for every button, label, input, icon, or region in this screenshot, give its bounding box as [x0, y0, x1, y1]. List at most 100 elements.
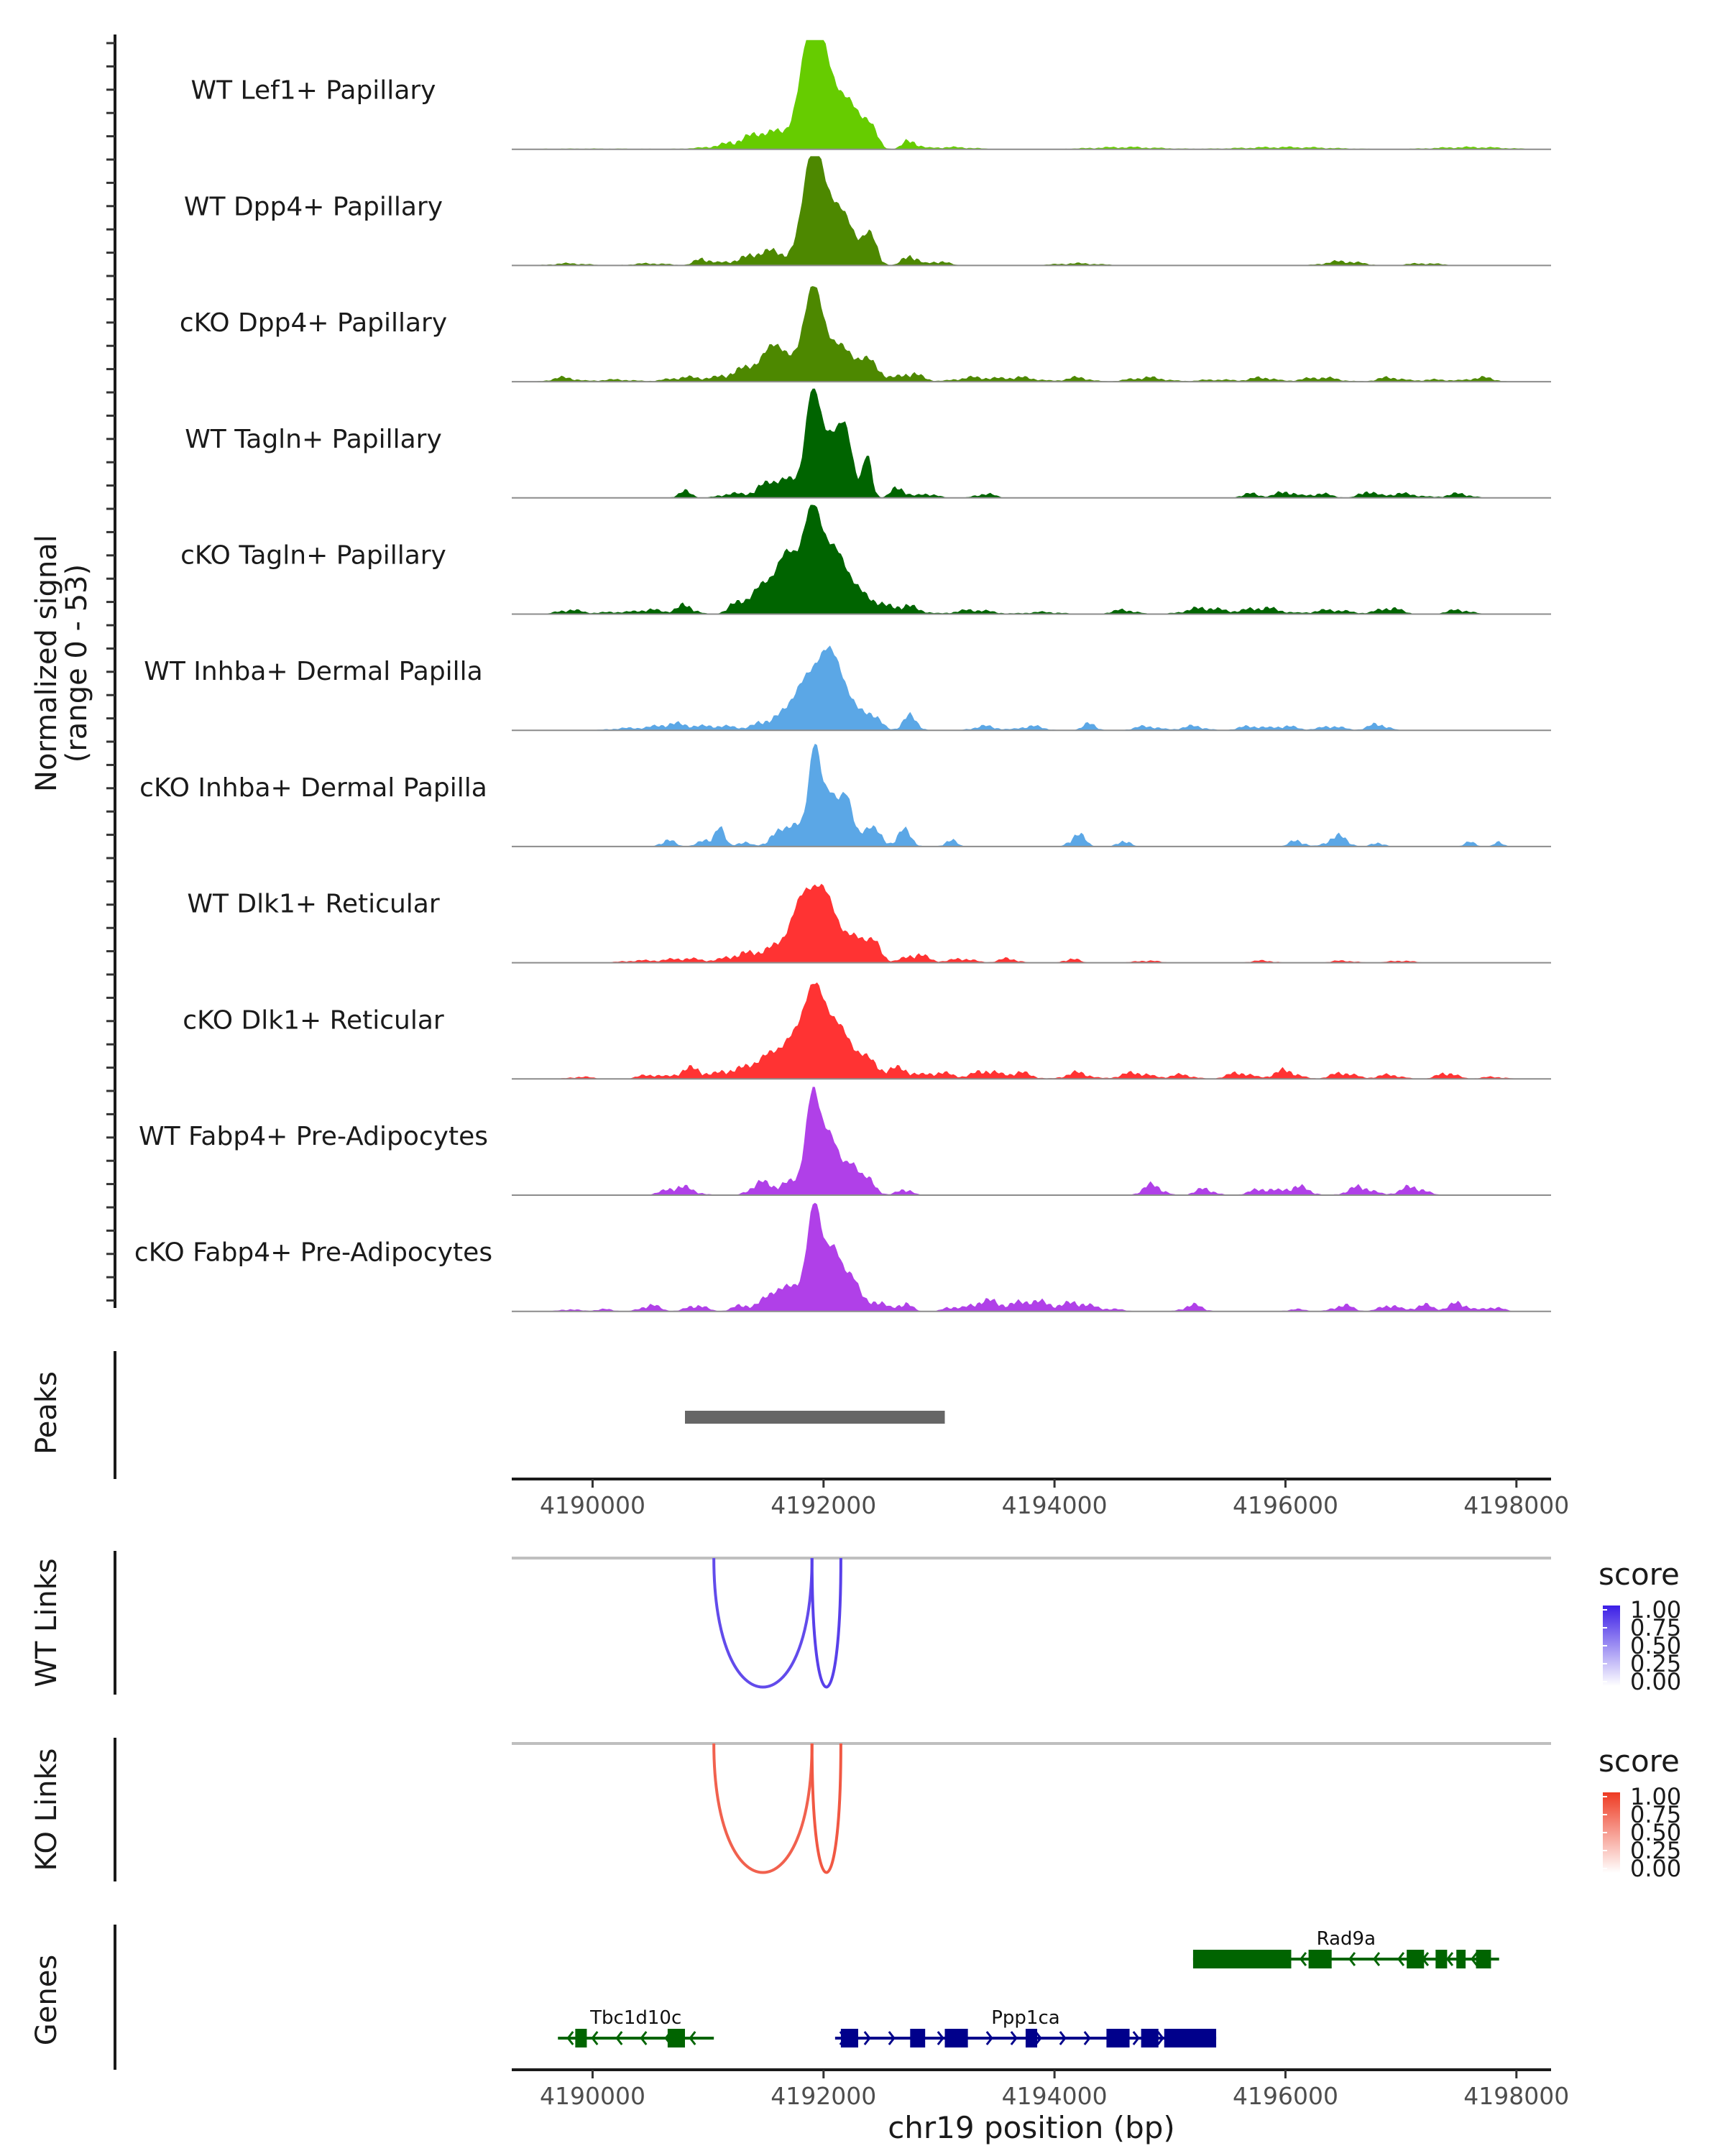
- strand-arrow: [888, 2031, 896, 2045]
- gene-exon: [667, 2029, 685, 2047]
- ko-legend-ticks: 1.000.750.500.250.00: [1603, 1783, 1681, 1882]
- strand-arrow: [591, 2031, 599, 2045]
- legend-tick-label: 0.25: [1630, 1837, 1681, 1864]
- strand-arrow: [689, 2031, 696, 2045]
- strand-arrow: [566, 2031, 574, 2045]
- gene-exon: [575, 2029, 587, 2047]
- gene-exon: [1141, 2029, 1159, 2047]
- track-label: WT Dpp4+ Papillary: [184, 192, 443, 221]
- strand-arrow: [1446, 1952, 1454, 1966]
- gene-name: Rad9a: [1317, 1928, 1376, 1950]
- legend-tick-label: 0.50: [1630, 1632, 1681, 1659]
- x-tick-label: 4192000: [770, 1491, 876, 1519]
- coverage-track: WT Tagln+ Papillary: [185, 388, 1551, 499]
- legend-tick-label: 1.00: [1630, 1596, 1681, 1623]
- x-tick-label: 4196000: [1233, 1491, 1338, 1519]
- strand-arrow: [1034, 2031, 1042, 2045]
- strand-arrow: [1010, 2031, 1018, 2045]
- coverage-y-label: Normalized signal (range 0 - 53): [30, 535, 93, 792]
- coverage-track: WT Dlk1+ Reticular: [187, 883, 1551, 964]
- legend-tick-label: 0.75: [1630, 1801, 1681, 1828]
- track-label: WT Inhba+ Dermal Papilla: [144, 657, 482, 686]
- x-tick-label: 4192000: [770, 2082, 876, 2110]
- coverage-y-ticks: [106, 42, 115, 1302]
- ko-links-arcs: [712, 1743, 842, 1874]
- wt-links-panel-label: WT Links: [30, 1558, 63, 1687]
- gene-name: Ppp1ca: [991, 2007, 1059, 2029]
- coverage-area: [512, 505, 1551, 614]
- link-arc: [712, 1743, 814, 1874]
- strand-arrow: [1059, 2031, 1067, 2045]
- strand-arrow: [1156, 2031, 1164, 2045]
- x-tick-label: 4190000: [540, 1491, 645, 1519]
- gene-exon: [1407, 1950, 1425, 1968]
- ko-legend-title: score: [1598, 1743, 1680, 1779]
- genes-panel-label: Genes: [30, 1955, 63, 2045]
- coverage-area: [512, 982, 1551, 1079]
- coverage-y-label-line1: Normalized signal: [30, 535, 63, 792]
- track-label: cKO Tagln+ Papillary: [180, 541, 446, 571]
- coverage-track: WT Lef1+ Papillary: [191, 40, 1551, 150]
- track-label: WT Dlk1+ Reticular: [187, 890, 439, 919]
- ko-links-legend: score 1.000.750.500.250.00: [1598, 1743, 1681, 1882]
- track-label: WT Fabp4+ Pre-Adipocytes: [139, 1122, 488, 1151]
- legend-tick-label: 0.50: [1630, 1819, 1681, 1846]
- legend-tick-label: 0.75: [1630, 1614, 1681, 1641]
- legend-tick-label: 0.25: [1630, 1650, 1681, 1677]
- x-axis-lower: 4190000 4192000 4194000 4196000 4198000: [512, 2068, 1569, 2110]
- wt-legend-title: score: [1598, 1557, 1680, 1592]
- x-axis-title: chr19 position (bp): [888, 2110, 1175, 2145]
- strand-arrow: [985, 2031, 993, 2045]
- peak-range: [685, 1411, 945, 1424]
- gene-model: Rad9a: [1192, 1928, 1499, 1968]
- x-tick-label: 4198000: [1463, 1491, 1569, 1519]
- gene-exon: [1456, 1950, 1466, 1968]
- gene-exon: [1106, 2029, 1130, 2047]
- legend-tick-label: 1.00: [1630, 1783, 1681, 1810]
- gene-exon: [1192, 1950, 1292, 1968]
- link-arc: [712, 1557, 814, 1689]
- gene-exon: [1476, 1950, 1491, 1968]
- strand-arrow: [863, 2031, 871, 2045]
- wt-links-legend: score 1.000.750.500.250.00: [1598, 1557, 1681, 1695]
- peaks-panel-label: Peaks: [30, 1371, 63, 1455]
- peaks-ranges: [685, 1411, 945, 1424]
- coverage-tracks: WT Lef1+ Papillary WT Dpp4+ Papillary cKO …: [134, 40, 1551, 1312]
- track-label: cKO Dlk1+ Reticular: [183, 1005, 444, 1035]
- gene-exon: [1435, 1950, 1448, 1968]
- strand-arrow: [1083, 2031, 1091, 2045]
- strand-arrow: [1373, 1952, 1381, 1966]
- coverage-track: cKO Fabp4+ Pre-Adipocytes: [134, 1202, 1551, 1312]
- track-label: cKO Dpp4+ Papillary: [180, 308, 447, 338]
- strand-arrow: [640, 2031, 648, 2045]
- gene-model: Ppp1ca: [834, 2007, 1217, 2047]
- coverage-track: WT Inhba+ Dermal Papilla: [144, 645, 1551, 732]
- strand-arrow: [937, 2031, 944, 2045]
- coverage-track: cKO Dlk1+ Reticular: [183, 982, 1551, 1080]
- gene-exon: [1164, 2029, 1217, 2047]
- x-tick-label: 4190000: [540, 2082, 645, 2110]
- coverage-area: [512, 286, 1551, 382]
- x-axis-upper: 4190000 4192000 4194000 4196000 4198000: [512, 1478, 1569, 1519]
- coverage-track: cKO Tagln+ Papillary: [180, 505, 1551, 615]
- gene-model: Tbc1d10c: [558, 2007, 714, 2047]
- strand-arrow: [1300, 1952, 1307, 1966]
- track-label: WT Lef1+ Papillary: [191, 76, 436, 106]
- gene-exon: [840, 2029, 858, 2047]
- wt-legend-ticks: 1.000.750.500.250.00: [1603, 1596, 1681, 1695]
- coverage-track: WT Fabp4+ Pre-Adipocytes: [139, 1087, 1551, 1196]
- x-tick-label: 4196000: [1233, 2082, 1338, 2110]
- x-tick-label: 4198000: [1463, 2082, 1569, 2110]
- legend-tick-label: 0.00: [1630, 1668, 1681, 1695]
- coverage-track: cKO Dpp4+ Papillary: [180, 286, 1551, 383]
- coverage-y-label-line2: (range 0 - 53): [60, 564, 93, 763]
- link-arc: [810, 1557, 842, 1689]
- gene-models: Rad9a Tbc1d10c Ppp1ca: [558, 1928, 1499, 2047]
- strand-arrow: [615, 2031, 623, 2045]
- coverage-track: cKO Inhba+ Dermal Papilla: [139, 743, 1551, 847]
- link-arc: [810, 1743, 842, 1874]
- gene-exon: [944, 2029, 968, 2047]
- gene-exon: [1025, 2029, 1038, 2047]
- track-label: cKO Inhba+ Dermal Papilla: [139, 773, 487, 803]
